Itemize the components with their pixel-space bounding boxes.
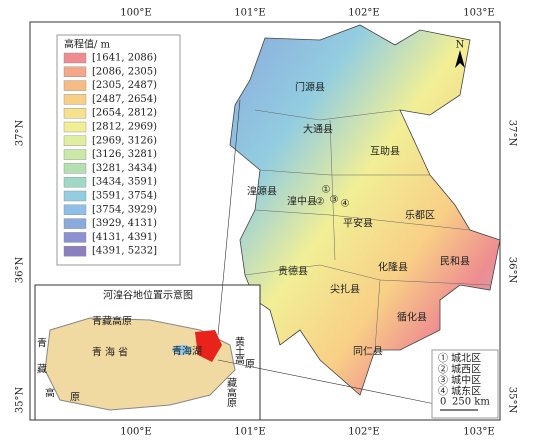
legend-label: [3591, 3754) <box>92 191 157 202</box>
legend-swatch <box>63 149 87 160</box>
inset-label: 高 <box>227 387 237 400</box>
legend-swatch <box>63 121 87 133</box>
legend-swatch <box>63 163 87 174</box>
county-label: 化隆县 <box>378 261 408 274</box>
inset-label: 黄 <box>235 336 245 349</box>
lat-label: 36°N <box>15 257 26 284</box>
lat-label: 35°N <box>507 387 518 414</box>
inset-label: 青 海 省 <box>92 346 128 359</box>
district-item: ④ 城东区 <box>438 385 481 398</box>
lon-label: 102°E <box>348 427 379 438</box>
legend-label: [3434, 3591) <box>92 177 157 188</box>
lon-label: 100°E <box>120 427 151 438</box>
legend-swatch <box>63 135 87 147</box>
legend-label: [2654, 2812) <box>92 108 157 119</box>
county-label: 同仁县 <box>353 346 383 358</box>
legend-label: [2812, 2969) <box>92 122 157 133</box>
district-legend <box>431 349 499 419</box>
county-borders <box>244 109 491 351</box>
inset-label: 原 <box>227 398 237 410</box>
lat-label: 37°N <box>15 120 26 147</box>
study-area <box>229 24 501 396</box>
inset-label: 原 <box>70 392 80 404</box>
county-label: 循化县 <box>397 311 427 324</box>
district-marker: ④ <box>341 199 350 210</box>
county-label: 乐都区 <box>405 210 435 222</box>
legend-swatch <box>63 204 87 216</box>
county-label: 湟中县 <box>287 195 317 208</box>
inset-label: 原 <box>245 359 255 371</box>
county-label: 尖扎县 <box>330 283 360 296</box>
lat-label: 35°N <box>15 387 26 414</box>
inset-label: 高 <box>45 387 55 400</box>
inset-label: 青藏高原 <box>92 315 132 328</box>
legend-label: [4131, 4391) <box>92 232 157 243</box>
legend-label: [3929, 4131) <box>92 218 157 229</box>
county-label: 民和县 <box>440 256 470 268</box>
county-label: 大通县 <box>303 123 333 136</box>
inset-map <box>34 284 261 421</box>
inset-title: 河湟谷地位置示意图 <box>103 289 193 302</box>
leader-line <box>217 99 241 336</box>
lon-label: 102°E <box>348 8 379 19</box>
district-item: ① 城北区 <box>438 353 481 365</box>
district-marker: ③ <box>330 195 339 206</box>
county-label: 平安县 <box>343 217 373 230</box>
legend-swatch <box>63 107 87 119</box>
inset-label: 藏 <box>37 364 47 376</box>
legend-swatch <box>63 232 87 243</box>
inset-label: 藏 <box>227 378 237 390</box>
north-label: N <box>456 40 465 51</box>
legend-swatch <box>63 94 87 105</box>
legend-label: [3754, 3929) <box>92 204 157 215</box>
legend-label: [2305, 2487) <box>92 80 157 91</box>
county-label: 贵德县 <box>278 265 308 278</box>
lake <box>172 345 192 355</box>
legend-swatch <box>63 66 87 78</box>
legend-swatch <box>63 245 87 257</box>
scale-label: 250 km <box>452 397 490 408</box>
legend-swatch <box>63 218 87 229</box>
district-marker: ② <box>316 197 325 208</box>
inset-label: 土 <box>235 345 245 358</box>
study-region <box>195 330 222 362</box>
legend-label: [2086, 2305) <box>92 66 157 77</box>
lon-label: 103°E <box>463 427 494 438</box>
lon-label: 101°E <box>234 427 265 438</box>
legend-swatch <box>63 176 87 188</box>
legend-label: [1641, 2086) <box>92 53 157 64</box>
scale-zero: 0 <box>440 397 446 408</box>
legend-label: [3126, 3281) <box>92 149 157 160</box>
legend-swatch <box>63 190 87 202</box>
lat-label: 36°N <box>507 257 518 284</box>
legend-label: [4391, 5232] <box>92 246 157 257</box>
inset-label: 青 <box>37 337 47 350</box>
north-arrow <box>455 50 465 68</box>
legend-label: [2969, 3126) <box>92 135 157 146</box>
county-label: 湟源县 <box>247 185 277 198</box>
district-item: ③ 城中区 <box>438 374 481 387</box>
legend-title: 高程值/ m <box>64 38 111 51</box>
district-marker: ① <box>322 185 331 196</box>
lon-label: 100°E <box>120 8 151 19</box>
inset-label: 青海湖 <box>172 345 202 358</box>
lon-label: 101°E <box>234 8 265 19</box>
county-label: 门源县 <box>295 81 325 94</box>
legend-swatch <box>63 52 87 64</box>
legend-label: [3281, 3434) <box>92 163 157 174</box>
lat-label: 37°N <box>507 120 518 147</box>
inset-label: 高 <box>235 354 245 367</box>
district-item: ② 城西区 <box>438 364 481 376</box>
legend-label: [2487, 2654) <box>92 94 157 105</box>
lon-label: 103°E <box>463 8 494 19</box>
legend-swatch <box>63 80 87 91</box>
county-label: 互助县 <box>370 145 400 158</box>
leader-line <box>217 359 441 406</box>
qinghai-shape <box>44 317 236 411</box>
